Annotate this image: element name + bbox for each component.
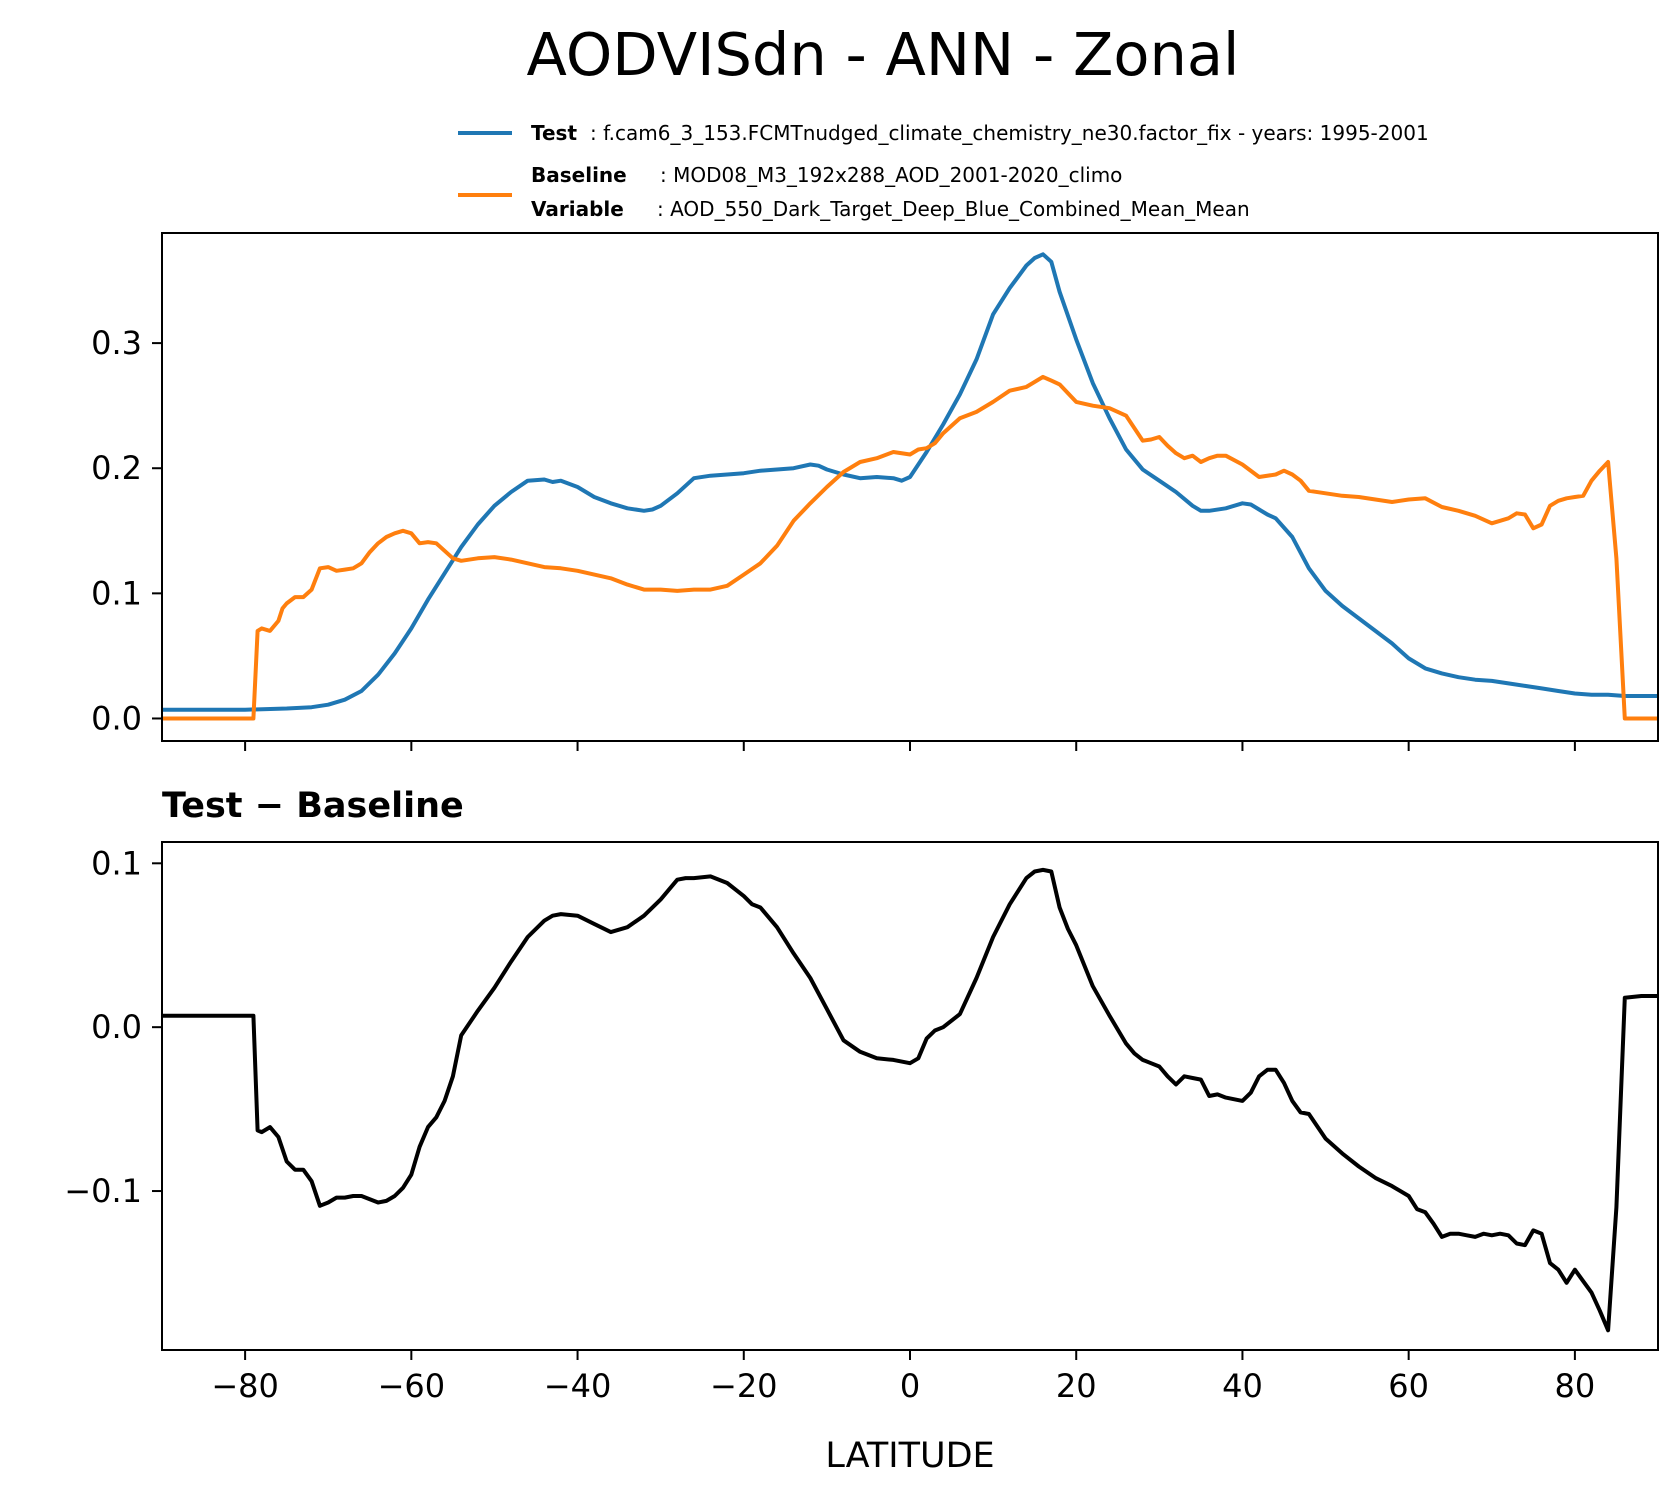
y-tick-label: 0.0 [91,1008,142,1046]
top-panel-marks: 0.0 0.1 0.2 0.3 [91,252,1658,751]
y-tick-label: 0.3 [91,324,142,362]
y-tick-label: 0.0 [91,699,142,737]
x-axis-label: LATITUDE [825,1436,994,1476]
bottom-panel-marks: −80 −60 −40 −20 0 20 40 60 80 −0.1 0.0 0.1 [64,844,1658,1405]
bottom-panel-frame [161,841,1659,1351]
y-tick-label: 0.1 [91,574,142,612]
diff-panel-title: Test − Baseline [162,786,464,826]
legend: Test : f.cam6_3_153.FCMTnudged_climate_c… [458,121,1429,221]
x-tick-label: 40 [1222,1367,1263,1405]
legend-baseline-text: : MOD08_M3_192x288_AOD_2001-2020_climo [660,163,1122,187]
y-tick-label: 0.2 [91,449,142,487]
x-tick-label: 20 [1056,1367,1097,1405]
legend-test-text: : f.cam6_3_153.FCMTnudged_climate_chemis… [590,121,1429,145]
top-panel-frame [161,232,1659,742]
y-tick-label: 0.1 [91,844,142,882]
x-tick-label: −60 [378,1367,446,1405]
legend-variable-label: Variable [531,197,624,221]
legend-variable-text: : AOD_550_Dark_Target_Deep_Blue_Combined… [657,197,1250,221]
x-tick-label: 0 [900,1367,920,1405]
top-panel: 0.0 0.1 0.2 0.3 [91,232,1659,751]
x-tick-label: 60 [1388,1367,1429,1405]
legend-test-label: Test [531,121,577,145]
series-line-baseline [162,374,1658,721]
figure-title: AODVISdn - ANN - Zonal [527,20,1240,89]
bottom-panel: −80 −60 −40 −20 0 20 40 60 80 −0.1 0.0 0.1 [64,841,1659,1405]
x-tick-label: −20 [710,1367,778,1405]
series-line-test-baseline [162,867,1658,1333]
legend-baseline-label: Baseline [531,163,627,187]
x-tick-label: −80 [211,1367,279,1405]
x-tick-label: 80 [1555,1367,1596,1405]
x-tick-label: −40 [544,1367,612,1405]
series-line-test [162,252,1658,712]
y-tick-label: −0.1 [64,1172,142,1210]
